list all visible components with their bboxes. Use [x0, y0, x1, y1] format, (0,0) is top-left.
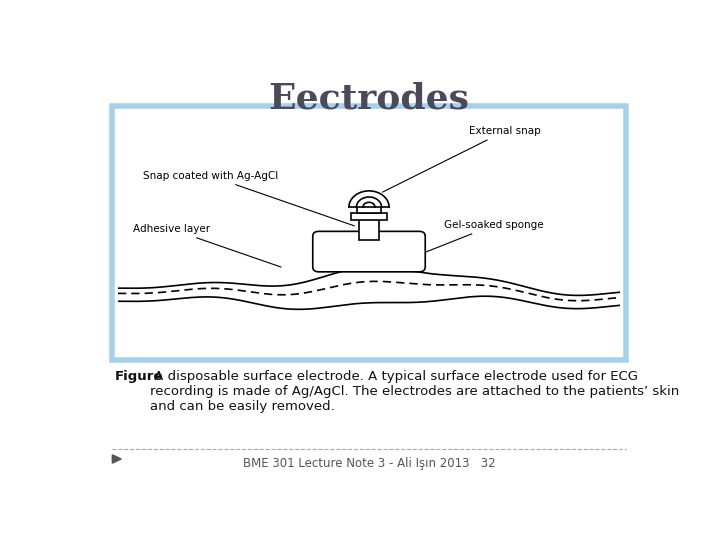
Text: Eectrodes: Eectrodes	[269, 82, 469, 116]
Text: A disposable surface electrode. A typical surface electrode used for ECG
recordi: A disposable surface electrode. A typica…	[150, 370, 680, 414]
Text: BME 301 Lecture Note 3 - Ali Işın 2013   32: BME 301 Lecture Note 3 - Ali Işın 2013 3…	[243, 457, 495, 470]
Text: Figure: Figure	[115, 370, 163, 383]
FancyBboxPatch shape	[112, 106, 626, 360]
Polygon shape	[112, 455, 121, 463]
